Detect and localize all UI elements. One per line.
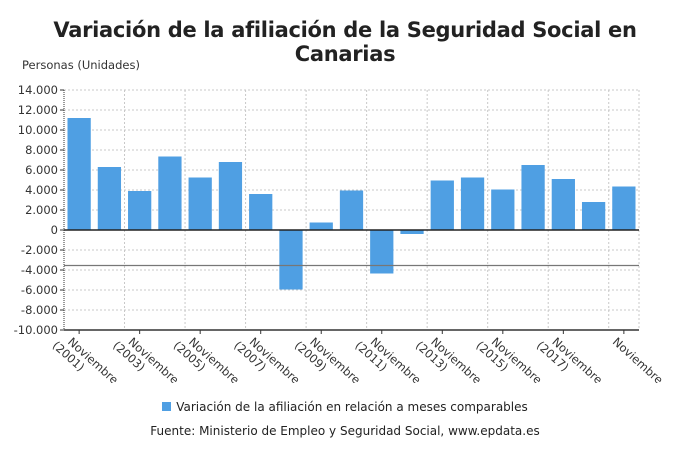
y-tick-label: 2.000	[25, 203, 58, 217]
legend-swatch	[162, 402, 172, 411]
bar	[128, 191, 152, 230]
y-tick-label: 12.000	[18, 103, 58, 117]
x-tick-label-group: Noviembre(2007)	[231, 328, 302, 396]
bar	[430, 180, 454, 230]
x-tick-label: Noviembre(2013)	[413, 328, 484, 396]
bar	[158, 156, 182, 230]
y-tick-label: 4.000	[25, 183, 58, 197]
bar	[97, 167, 122, 230]
source-note: Fuente: Ministerio de Empleo y Seguridad…	[150, 424, 540, 438]
bar	[521, 165, 545, 230]
y-tick-label: 8.000	[25, 143, 58, 157]
x-tick-label-group: Noviembre(2009)	[292, 328, 363, 396]
x-tick-label: Noviembre(2015)	[473, 328, 544, 396]
x-tick-label: Noviembre(2017)	[534, 328, 605, 396]
bar	[370, 230, 394, 274]
y-tick-label: -2.000	[21, 243, 58, 257]
y-tick-label: -10.000	[14, 323, 58, 337]
x-tick-label: Noviembre(2009)	[292, 328, 363, 396]
y-axis-label: Personas (Unidades)	[22, 58, 140, 72]
bar	[460, 177, 485, 230]
bar-chart: 14.000 12.000 10.000 8.000 6.000 4.000 2.000 0 -…	[14, 83, 666, 396]
x-tick-label-group: Noviembre(2013)	[413, 328, 484, 396]
y-tick-label: -4.000	[21, 263, 58, 277]
bar	[218, 162, 243, 230]
x-tick-label-group: Noviembre(2005)	[171, 328, 242, 396]
bar	[279, 230, 303, 290]
x-tick-label-group: Noviembre(2003)	[110, 328, 181, 396]
bar	[581, 202, 606, 230]
y-tick-label: -6.000	[21, 283, 58, 297]
x-tick-label-group: Noviembre(2011)	[352, 328, 423, 396]
bar	[309, 222, 333, 230]
x-tick-label-group: Noviembre(2001)	[50, 328, 121, 396]
bar	[188, 177, 212, 230]
x-tick-label-group: Noviembre(2015)	[473, 328, 544, 396]
x-tick-label-group: Noviembre(2017)	[534, 328, 605, 396]
x-tick-label: Noviembre(2011)	[352, 328, 423, 396]
bar	[249, 194, 273, 230]
bar	[551, 179, 575, 230]
bar	[339, 190, 364, 230]
x-tick-label: Noviembre(2005)	[171, 328, 242, 396]
x-tick-label-group: Noviembre	[610, 335, 666, 387]
x-tick-label: Noviembre(2007)	[231, 328, 302, 396]
y-tick-label: 6.000	[25, 163, 58, 177]
bar	[491, 189, 515, 230]
x-tick-label: Noviembre(2001)	[50, 328, 121, 396]
legend-label: Variación de la afiliación en relación a…	[176, 400, 528, 414]
bar	[400, 230, 424, 234]
legend: Variación de la afiliación en relación a…	[0, 400, 690, 414]
x-tick-label: Noviembre(2003)	[110, 328, 181, 396]
bar	[67, 118, 91, 230]
y-tick-label: -8.000	[21, 303, 58, 317]
y-tick-label: 0	[51, 223, 58, 237]
bar	[612, 186, 636, 230]
y-tick-label: 14.000	[18, 83, 58, 97]
x-tick-label: Noviembre	[610, 335, 666, 387]
chart-title: Variación de la afiliación de la Segurid…	[53, 18, 637, 66]
y-tick-label: 10.000	[18, 123, 58, 137]
